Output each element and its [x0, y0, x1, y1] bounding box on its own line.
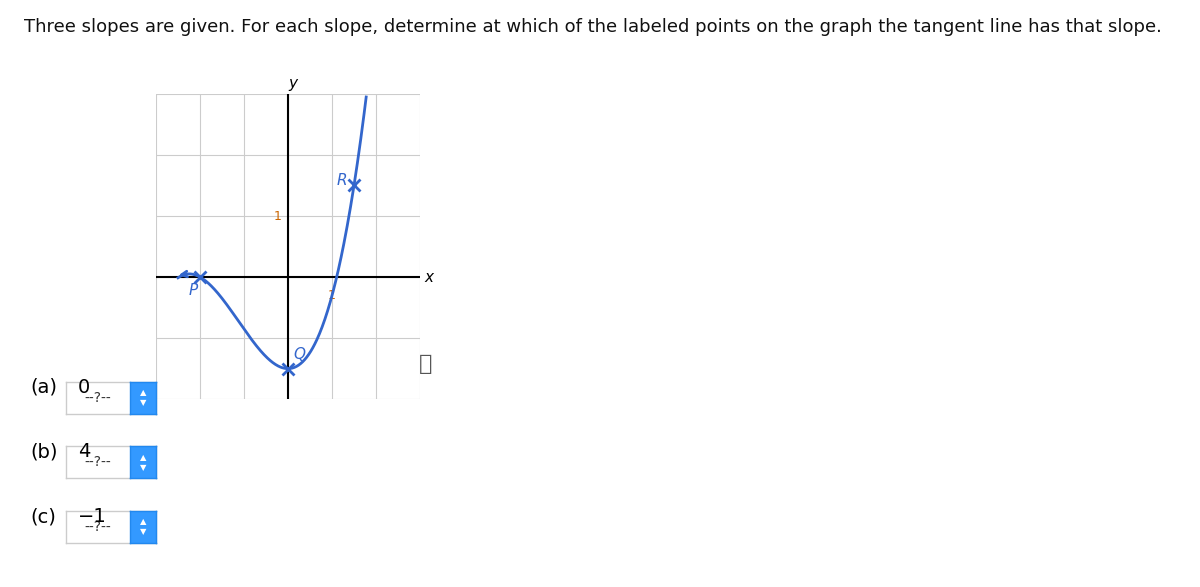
Text: (c): (c): [30, 507, 56, 526]
Text: --?--: --?--: [84, 520, 110, 534]
Text: R: R: [336, 174, 347, 188]
Text: 1: 1: [274, 210, 281, 222]
Text: --?--: --?--: [84, 391, 110, 404]
Text: ▲: ▲: [139, 518, 146, 527]
Text: ⓘ: ⓘ: [419, 354, 433, 374]
Text: Q: Q: [293, 348, 305, 363]
Text: P: P: [190, 284, 198, 298]
Text: ▼: ▼: [139, 398, 146, 407]
Text: ▼: ▼: [139, 463, 146, 471]
Text: 4: 4: [78, 443, 90, 461]
Text: 0: 0: [78, 378, 90, 397]
Text: ▲: ▲: [139, 389, 146, 397]
Text: x: x: [425, 269, 433, 285]
Text: --?--: --?--: [84, 456, 110, 469]
Text: (a): (a): [30, 378, 58, 397]
Text: Three slopes are given. For each slope, determine at which of the labeled points: Three slopes are given. For each slope, …: [24, 18, 1162, 36]
Text: y: y: [288, 76, 296, 91]
Text: ▲: ▲: [139, 453, 146, 462]
Text: (b): (b): [30, 443, 58, 461]
Text: 1: 1: [328, 289, 336, 302]
Text: ▼: ▼: [139, 527, 146, 536]
Text: −1: −1: [78, 507, 107, 526]
